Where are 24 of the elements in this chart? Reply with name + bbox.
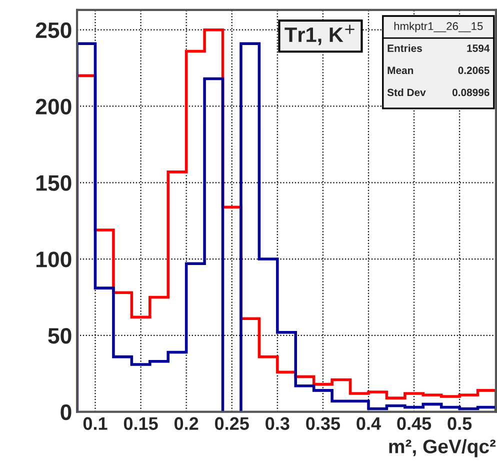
x-tick-label: 0.35 (306, 417, 340, 430)
x-tick-label: 0.1 (83, 417, 108, 430)
y-tick-label: 150 (36, 175, 72, 191)
annotation: 0.2065 (458, 66, 490, 74)
x-axis-title: m², GeV/qc² (389, 439, 496, 458)
x-tick-label: 0.15 (124, 417, 158, 430)
annotation: 1594 (467, 44, 490, 52)
text: Tr1, K$^{+}$ (284, 24, 354, 46)
annotation: Entries (388, 44, 422, 52)
annotation: Std Dev (387, 88, 426, 96)
y-tick-label: 50 (48, 328, 72, 344)
x-tick-label: 0.45 (397, 417, 432, 430)
y-tick-label: 0 (60, 404, 72, 420)
annotation: 0.08996 (452, 88, 490, 96)
annotation: hmkptr1__26__15 (394, 22, 483, 32)
x-tick-label: 0.5 (448, 417, 472, 430)
y-tick-label: 100 (36, 252, 72, 268)
annotation: Mean (388, 66, 414, 74)
x-tick-label: 0.3 (266, 417, 290, 430)
x-tick-label: 0.2 (174, 417, 198, 430)
y-tick-label: 200 (36, 98, 72, 115)
y-tick-label: 250 (36, 22, 72, 38)
x-tick-label: 0.25 (215, 417, 249, 430)
x-tick-label: 0.4 (356, 417, 381, 430)
